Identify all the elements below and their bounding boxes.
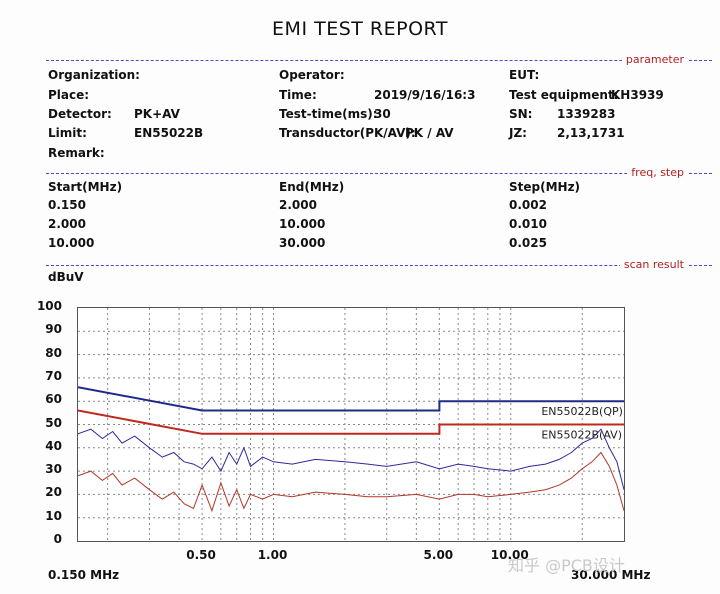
y-tick-label: 50 xyxy=(45,415,62,430)
average-trace-line xyxy=(77,451,625,513)
scan-result-divider xyxy=(46,265,712,266)
freq-step-section-label: freq, step xyxy=(627,166,688,179)
x-tick-label: 5.00 xyxy=(423,548,454,562)
y-tick-label: 0 xyxy=(53,532,62,546)
step-header: Step(MHz) xyxy=(509,180,581,194)
peak-trace-line xyxy=(77,428,625,490)
limit-label: Limit: xyxy=(48,126,87,140)
transductor-label: Transductor(PK/AV): xyxy=(279,126,416,140)
jz-label: JZ: xyxy=(509,126,527,140)
eut-label: EUT: xyxy=(509,68,540,82)
test-time-label: Test-time(ms): xyxy=(279,107,378,121)
av-limit-line xyxy=(77,409,624,435)
y-tick-label: 20 xyxy=(45,485,62,500)
limit-curve-label: EN55022B(AV) xyxy=(541,429,622,442)
limit-curve-label: EN55022B(QP) xyxy=(541,405,623,418)
organization-label: Organization: xyxy=(48,68,140,82)
emi-plot-svg: EN55022B(QP) EN55022B(AV) xyxy=(77,308,625,541)
qp-limit-line xyxy=(77,386,624,412)
freq-cell: 10.000 xyxy=(279,217,326,231)
report-title: EMI TEST REPORT xyxy=(272,18,448,40)
remark-label: Remark: xyxy=(48,146,105,160)
time-label: Time: xyxy=(279,88,317,102)
sn-value: 1339283 xyxy=(557,107,616,121)
jz-value: 2,13,1731 xyxy=(557,126,625,140)
operator-label: Operator: xyxy=(279,68,345,82)
y-axis-unit-label: dBuV xyxy=(48,270,84,284)
freq-cell: 2.000 xyxy=(48,217,86,231)
freq-cell: 0.010 xyxy=(509,217,547,231)
parameter-section-label: parameter xyxy=(621,53,688,66)
freq-cell: 0.002 xyxy=(509,198,547,212)
freq-cell: 30.000 xyxy=(279,236,326,250)
freq-cell: 2.000 xyxy=(279,198,317,212)
watermark: 知乎 @PCB设计 xyxy=(508,556,625,575)
freq-cell: 0.150 xyxy=(48,198,86,212)
emi-plot: EN55022B(QP) EN55022B(AV) xyxy=(77,307,625,542)
x-tick-label: 10.00 xyxy=(490,548,529,562)
detector-value: PK+AV xyxy=(134,107,180,121)
y-tick-label: 100 xyxy=(36,299,62,313)
x-max-label: 30.000 MHz xyxy=(571,568,651,582)
freq-step-divider xyxy=(46,173,712,174)
freq-cell: 0.025 xyxy=(509,236,547,250)
y-tick-label: 80 xyxy=(45,345,62,360)
y-tick-label: 90 xyxy=(45,322,62,337)
y-tick-label: 70 xyxy=(45,368,62,383)
test-equipment-value: KH3939 xyxy=(611,88,664,102)
freq-cell: 10.000 xyxy=(48,236,95,250)
x-tick-label: 1.00 xyxy=(257,548,288,562)
start-header: Start(MHz) xyxy=(48,180,123,194)
transductor-value: PK / AV xyxy=(405,126,454,140)
sn-label: SN: xyxy=(509,107,533,121)
place-label: Place: xyxy=(48,88,90,102)
y-tick-label: 60 xyxy=(45,392,62,407)
scan-result-section-label: scan result xyxy=(619,258,688,271)
x-tick-label: 0.50 xyxy=(186,548,216,562)
x-min-label: 0.150 MHz xyxy=(48,568,120,582)
end-header: End(MHz) xyxy=(279,180,345,194)
test-equipment-label: Test equipment: xyxy=(509,88,619,102)
y-tick-label: 10 xyxy=(45,508,62,523)
time-value: 2019/9/16/16:3 xyxy=(374,88,476,102)
test-time-value: 30 xyxy=(374,107,391,121)
parameter-divider xyxy=(46,60,712,61)
limit-value: EN55022B xyxy=(134,126,204,140)
detector-label: Detector: xyxy=(48,107,112,121)
y-tick-label: 30 xyxy=(45,462,62,477)
y-tick-label: 40 xyxy=(45,438,62,453)
